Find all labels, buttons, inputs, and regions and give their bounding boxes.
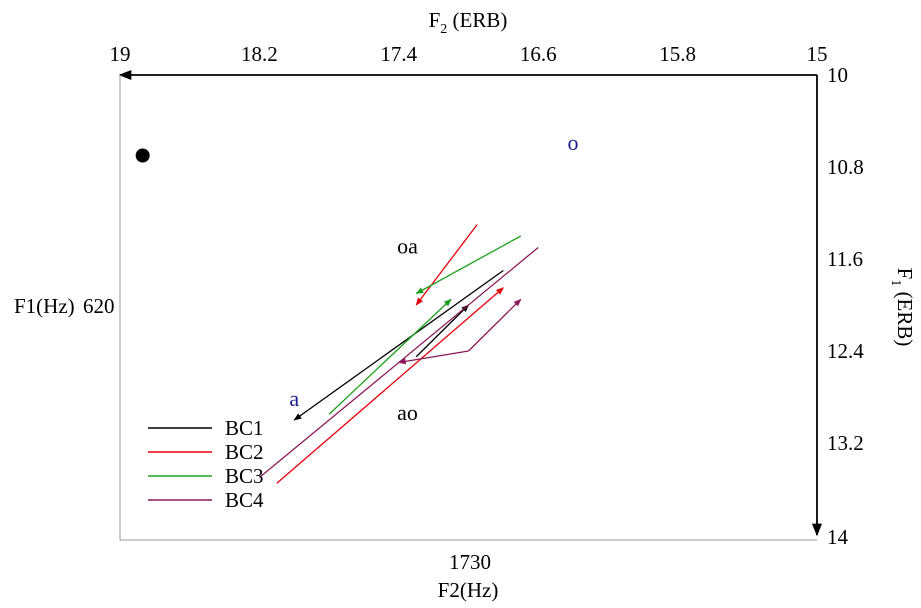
left-tick-label: 620 <box>83 294 115 318</box>
top-tick-label: 17.4 <box>380 42 417 66</box>
left-axis-title: F1(Hz) <box>14 294 75 318</box>
series-segment-bc2 <box>415 224 478 306</box>
right-tick-label: 10 <box>827 63 848 87</box>
series-bc2 <box>276 224 504 484</box>
top-tick-label: 15.8 <box>659 42 696 66</box>
series-segment-bc3 <box>328 298 452 415</box>
right-tick-label: 12.4 <box>827 339 864 363</box>
series-layer <box>258 224 539 484</box>
vowel-label-ao: ao <box>397 400 418 425</box>
series-bc3 <box>328 235 522 415</box>
top-tick-label: 19 <box>110 42 131 66</box>
series-segment-bc1 <box>293 269 504 421</box>
marker-layer <box>135 148 150 163</box>
right-axis-title: F1 (ERB) <box>888 268 917 347</box>
legend-item-bc1: BC1 <box>148 416 264 440</box>
legend: BC1 BC2 BC3 BC4 <box>148 416 264 512</box>
legend-label-bc4: BC4 <box>225 488 264 512</box>
vowel-label-a: a <box>289 386 299 411</box>
legend-item-bc2: BC2 <box>148 440 264 464</box>
bottom-tick-label: 1730 <box>449 550 491 574</box>
series-bc1 <box>293 269 504 421</box>
top-ticks: 19 18.2 17.4 16.6 15.8 15 <box>110 42 828 66</box>
series-segment-bc4 <box>468 298 522 352</box>
bottom-axis-title: F2(Hz) <box>438 578 499 602</box>
top-tick-label: 16.6 <box>520 42 557 66</box>
right-tick-label: 14 <box>827 525 849 549</box>
series-segment-bc2 <box>276 287 504 484</box>
legend-item-bc3: BC3 <box>148 464 264 488</box>
right-ticks: 10 10.8 11.6 12.4 13.2 14 <box>827 63 864 549</box>
series-bc4 <box>258 246 539 479</box>
right-tick-label: 11.6 <box>827 247 863 271</box>
series-segment-bc4 <box>398 350 469 365</box>
legend-label-bc3: BC3 <box>225 464 264 488</box>
vowel-label-o: o <box>568 130 579 155</box>
top-tick-label: 15 <box>807 42 828 66</box>
vowel-label-oa: oa <box>397 233 418 258</box>
top-tick-label: 18.2 <box>241 42 278 66</box>
top-axis-title: F2 (ERB) <box>429 8 508 37</box>
right-tick-label: 10.8 <box>827 155 864 179</box>
series-segment-bc1 <box>415 304 470 358</box>
legend-item-bc4: BC4 <box>148 488 264 512</box>
reference-point-marker <box>135 148 150 163</box>
legend-label-bc1: BC1 <box>225 416 264 440</box>
right-tick-label: 13.2 <box>827 431 864 455</box>
series-segment-bc3 <box>415 235 522 295</box>
legend-label-bc2: BC2 <box>225 440 264 464</box>
